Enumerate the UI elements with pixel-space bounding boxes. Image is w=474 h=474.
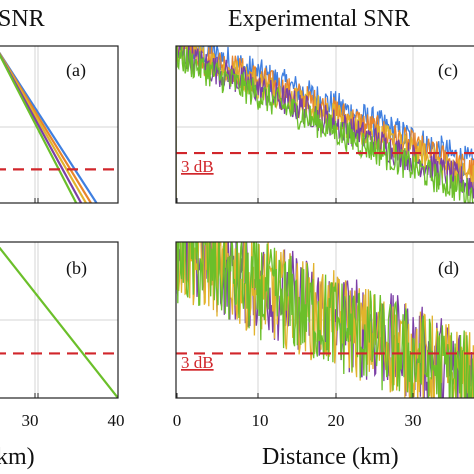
left-xlabel: km) bbox=[0, 444, 35, 470]
tick-d-30: 30 bbox=[405, 411, 422, 430]
tick-d-0: 0 bbox=[173, 411, 182, 430]
right-xlabel: Distance (km) bbox=[262, 444, 399, 470]
series-line bbox=[176, 46, 474, 203]
tick-d-20: 20 bbox=[328, 411, 345, 430]
series-group bbox=[176, 242, 474, 398]
tick-d-10: 10 bbox=[252, 411, 269, 430]
axes-frame bbox=[0, 241, 119, 399]
panel-label-a: (a) bbox=[66, 60, 86, 81]
panel-label-b: (b) bbox=[66, 258, 87, 279]
axes-frame bbox=[0, 45, 119, 204]
panel-a bbox=[0, 45, 119, 204]
left-title: SNR bbox=[0, 6, 45, 32]
right-title: Experimental SNR bbox=[228, 6, 410, 32]
tick-b-40: 40 bbox=[108, 411, 125, 430]
series-line bbox=[0, 246, 118, 398]
panel-b bbox=[0, 241, 119, 399]
series-line bbox=[176, 242, 474, 398]
series-group bbox=[0, 246, 118, 398]
series-line bbox=[0, 53, 78, 203]
threshold-label-d: 3 dB bbox=[181, 353, 214, 372]
panel-c bbox=[175, 45, 474, 204]
series-group bbox=[0, 51, 98, 203]
panel-label-d: (d) bbox=[438, 258, 459, 279]
axes-frame bbox=[175, 45, 474, 204]
threshold-label-c: 3 dB bbox=[181, 157, 214, 176]
tick-b-30: 30 bbox=[22, 411, 39, 430]
axes-frame bbox=[175, 241, 474, 399]
panel-label-c: (c) bbox=[438, 60, 458, 81]
series-group bbox=[176, 46, 474, 203]
panel-d bbox=[175, 241, 474, 399]
